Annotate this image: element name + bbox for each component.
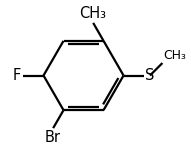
Text: S: S: [146, 68, 155, 83]
Text: Br: Br: [45, 130, 60, 145]
Text: F: F: [13, 68, 21, 83]
Text: CH₃: CH₃: [79, 6, 106, 21]
Text: CH₃: CH₃: [163, 49, 186, 62]
